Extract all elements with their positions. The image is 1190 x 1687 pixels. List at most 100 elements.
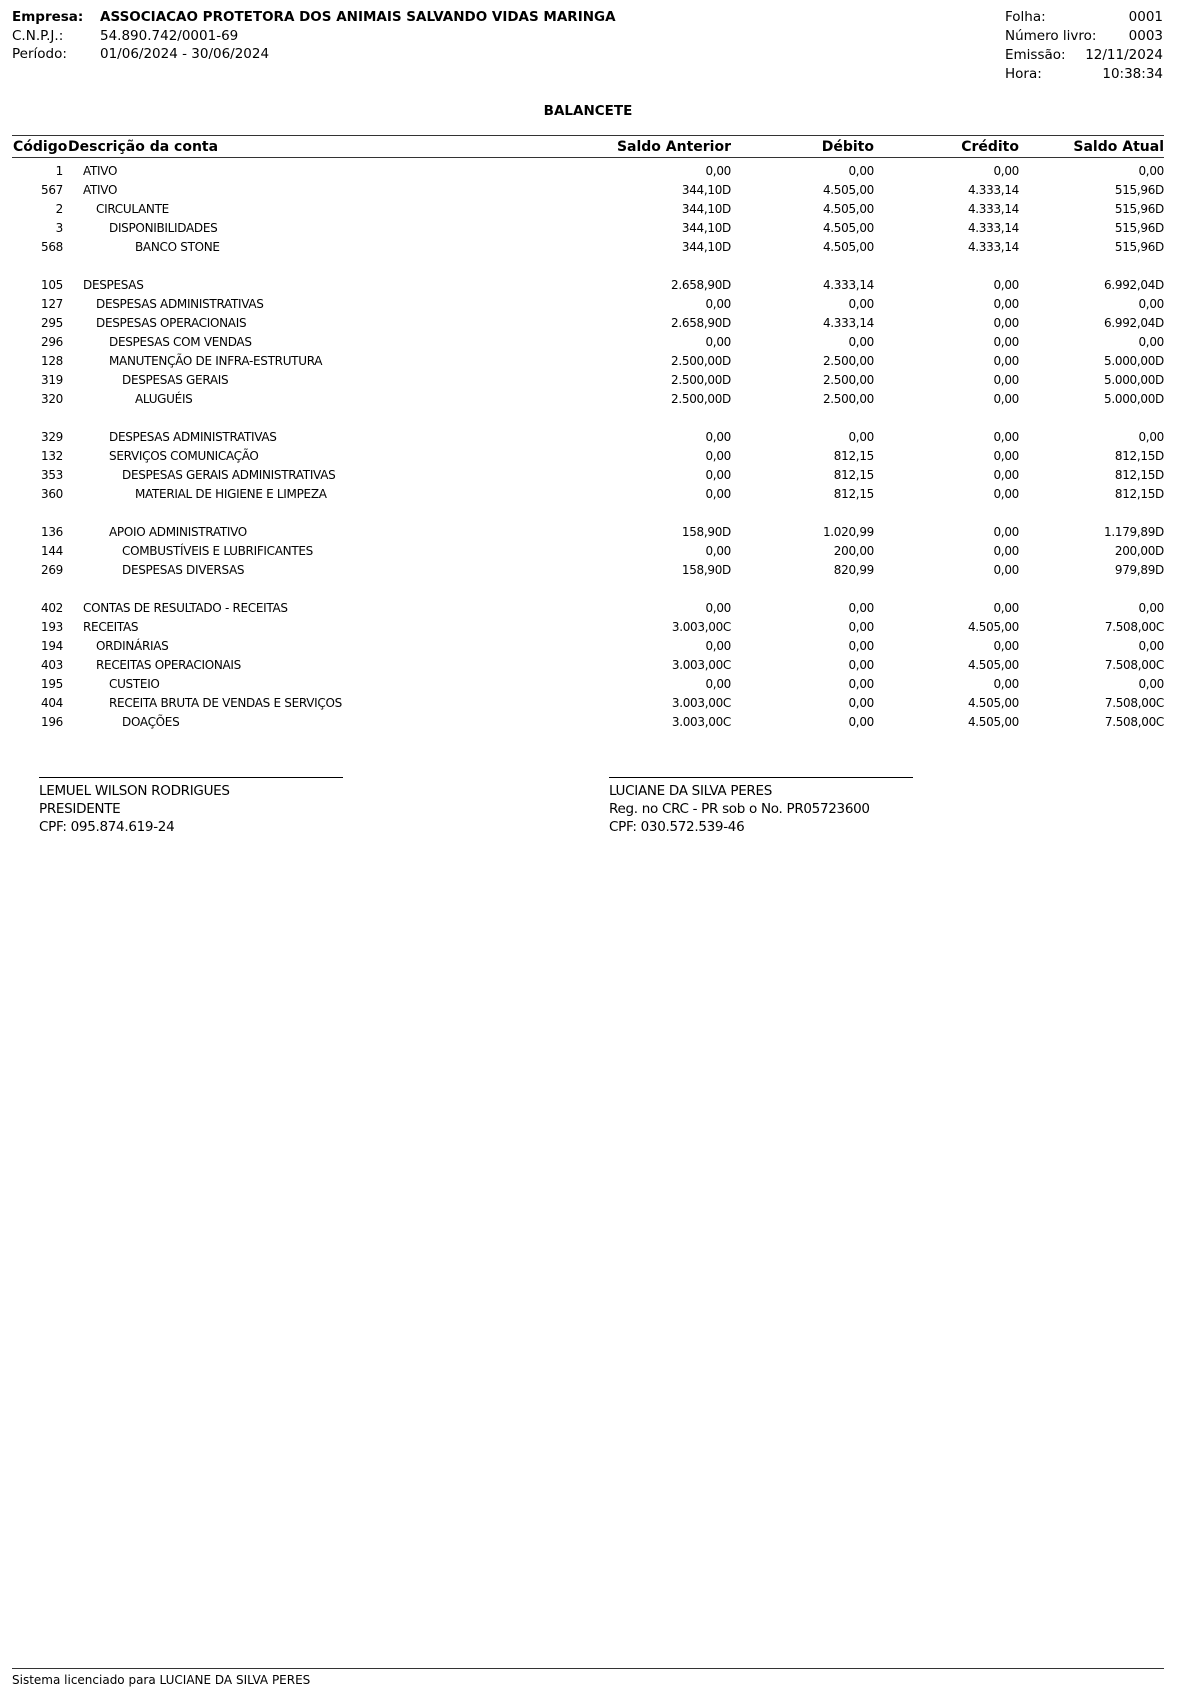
- account-code: 144: [40, 544, 63, 558]
- group-spacer: [0, 257, 1190, 276]
- account-code: 319: [40, 373, 63, 387]
- saldo-atual: 7.508,00C: [1104, 658, 1164, 672]
- hora-label: Hora:: [1005, 66, 1042, 82]
- report-title: BALANCETE: [543, 103, 633, 119]
- account-code: 1: [55, 164, 64, 178]
- debito: 812,15: [833, 487, 875, 501]
- account-description: DESPESAS GERAIS ADMINISTRATIVAS: [122, 468, 336, 482]
- livro-value: 0003: [1128, 28, 1163, 44]
- table-row: 128 MANUTENÇÃO DE INFRA-ESTRUTURA 2.500,00…: [0, 352, 1190, 371]
- account-description: ATIVO: [83, 164, 118, 178]
- saldo-anterior: 0,00: [705, 335, 731, 349]
- saldo-anterior: 3.003,00C: [671, 696, 731, 710]
- account-code: 195: [40, 677, 63, 691]
- signature-1-name: LEMUEL WILSON RODRIGUES: [39, 783, 230, 799]
- saldo-anterior: 344,10D: [681, 221, 731, 235]
- account-description: CUSTEIO: [109, 677, 160, 691]
- account-code: 127: [40, 297, 63, 311]
- debito: 812,15: [833, 468, 875, 482]
- table-row: 567 ATIVO 344,10D 4.505,00 4.333,14 515,96D: [0, 181, 1190, 200]
- saldo-atual: 812,15D: [1114, 449, 1164, 463]
- account-description: ALUGUÉIS: [135, 392, 193, 406]
- saldo-atual: 0,00: [1138, 430, 1164, 444]
- debito: 0,00: [848, 696, 874, 710]
- signature-line-2: [609, 777, 913, 778]
- debito: 4.333,14: [822, 278, 874, 292]
- emissao-value: 12/11/2024: [1085, 47, 1163, 63]
- saldo-atual: 5.000,00D: [1104, 373, 1164, 387]
- account-description: DESPESAS COM VENDAS: [109, 335, 252, 349]
- debito: 0,00: [848, 620, 874, 634]
- table-row: 144 COMBUSTÍVEIS E LUBRIFICANTES 0,00 200,0…: [0, 542, 1190, 561]
- account-description: BANCO STONE: [135, 240, 220, 254]
- saldo-atual: 6.992,04D: [1104, 316, 1164, 330]
- credito: 4.505,00: [967, 696, 1019, 710]
- account-description: MATERIAL DE HIGIENE E LIMPEZA: [135, 487, 327, 501]
- group-spacer: [0, 409, 1190, 428]
- account-description: ATIVO: [83, 183, 118, 197]
- saldo-atual: 0,00: [1138, 639, 1164, 653]
- table-row: 132 SERVIÇOS COMUNICAÇÃO 0,00 812,15 0,00 812…: [0, 447, 1190, 466]
- saldo-atual: 1.179,89D: [1104, 525, 1164, 539]
- saldo-anterior: 2.658,90D: [671, 278, 731, 292]
- account-description: DESPESAS: [83, 278, 144, 292]
- saldo-atual: 515,96D: [1114, 221, 1164, 235]
- saldo-atual: 515,96D: [1114, 240, 1164, 254]
- folha-value: 0001: [1128, 9, 1163, 25]
- account-code: 105: [40, 278, 63, 292]
- account-code: 403: [40, 658, 63, 672]
- debito: 0,00: [848, 164, 874, 178]
- saldo-atual: 0,00: [1138, 297, 1164, 311]
- account-code: 295: [40, 316, 63, 330]
- col-descricao: Descrição da conta: [68, 139, 219, 155]
- credito: 4.505,00: [967, 620, 1019, 634]
- debito: 4.333,14: [822, 316, 874, 330]
- saldo-anterior: 0,00: [705, 544, 731, 558]
- account-description: SERVIÇOS COMUNICAÇÃO: [109, 449, 259, 463]
- credito: 0,00: [993, 164, 1019, 178]
- account-code: 196: [40, 715, 63, 729]
- group-spacer: [0, 504, 1190, 523]
- saldo-anterior: 344,10D: [681, 183, 731, 197]
- debito: 4.505,00: [822, 221, 874, 235]
- debito: 4.505,00: [822, 240, 874, 254]
- account-description: RECEITAS OPERACIONAIS: [96, 658, 241, 672]
- credito: 0,00: [993, 373, 1019, 387]
- folha-label: Folha:: [1005, 9, 1046, 25]
- col-codigo: Código: [13, 139, 68, 155]
- account-description: RECEITAS: [83, 620, 139, 634]
- debito: 0,00: [848, 677, 874, 691]
- livro-label: Número livro:: [1005, 28, 1097, 44]
- debito: 1.020,99: [822, 525, 874, 539]
- saldo-anterior: 0,00: [705, 487, 731, 501]
- account-description: DESPESAS DIVERSAS: [122, 563, 245, 577]
- signature-2-role: Reg. no CRC - PR sob o No. PR05723600: [609, 801, 870, 817]
- saldo-anterior: 0,00: [705, 639, 731, 653]
- signature-1-cpf: CPF: 095.874.619-24: [39, 819, 175, 835]
- saldo-atual: 7.508,00C: [1104, 620, 1164, 634]
- saldo-anterior: 0,00: [705, 449, 731, 463]
- saldo-atual: 515,96D: [1114, 202, 1164, 216]
- saldo-anterior: 158,90D: [681, 525, 731, 539]
- table-row: 402 CONTAS DE RESULTADO - RECEITAS 0,00 0,0…: [0, 599, 1190, 618]
- credito: 4.333,14: [967, 221, 1019, 235]
- saldo-atual: 5.000,00D: [1104, 354, 1164, 368]
- credito: 0,00: [993, 430, 1019, 444]
- credito: 0,00: [993, 677, 1019, 691]
- account-description: MANUTENÇÃO DE INFRA-ESTRUTURA: [109, 354, 323, 368]
- table-row: 295 DESPESAS OPERACIONAIS 2.658,90D 4.333,1…: [0, 314, 1190, 333]
- hora-value: 10:38:34: [1102, 66, 1163, 82]
- debito: 0,00: [848, 297, 874, 311]
- credito: 0,00: [993, 354, 1019, 368]
- saldo-anterior: 2.500,00D: [671, 392, 731, 406]
- credito: 0,00: [993, 449, 1019, 463]
- credito: 4.333,14: [967, 202, 1019, 216]
- account-table: 1 ATIVO 0,00 0,00 0,00 0,00 567 ATIVO 344,10D 4.5…: [0, 162, 1190, 732]
- credito: 0,00: [993, 278, 1019, 292]
- periodo-value: 01/06/2024 - 30/06/2024: [100, 46, 270, 62]
- debito: 0,00: [848, 335, 874, 349]
- credito: 4.505,00: [967, 658, 1019, 672]
- credito: 0,00: [993, 639, 1019, 653]
- account-code: 360: [40, 487, 63, 501]
- saldo-anterior: 2.500,00D: [671, 354, 731, 368]
